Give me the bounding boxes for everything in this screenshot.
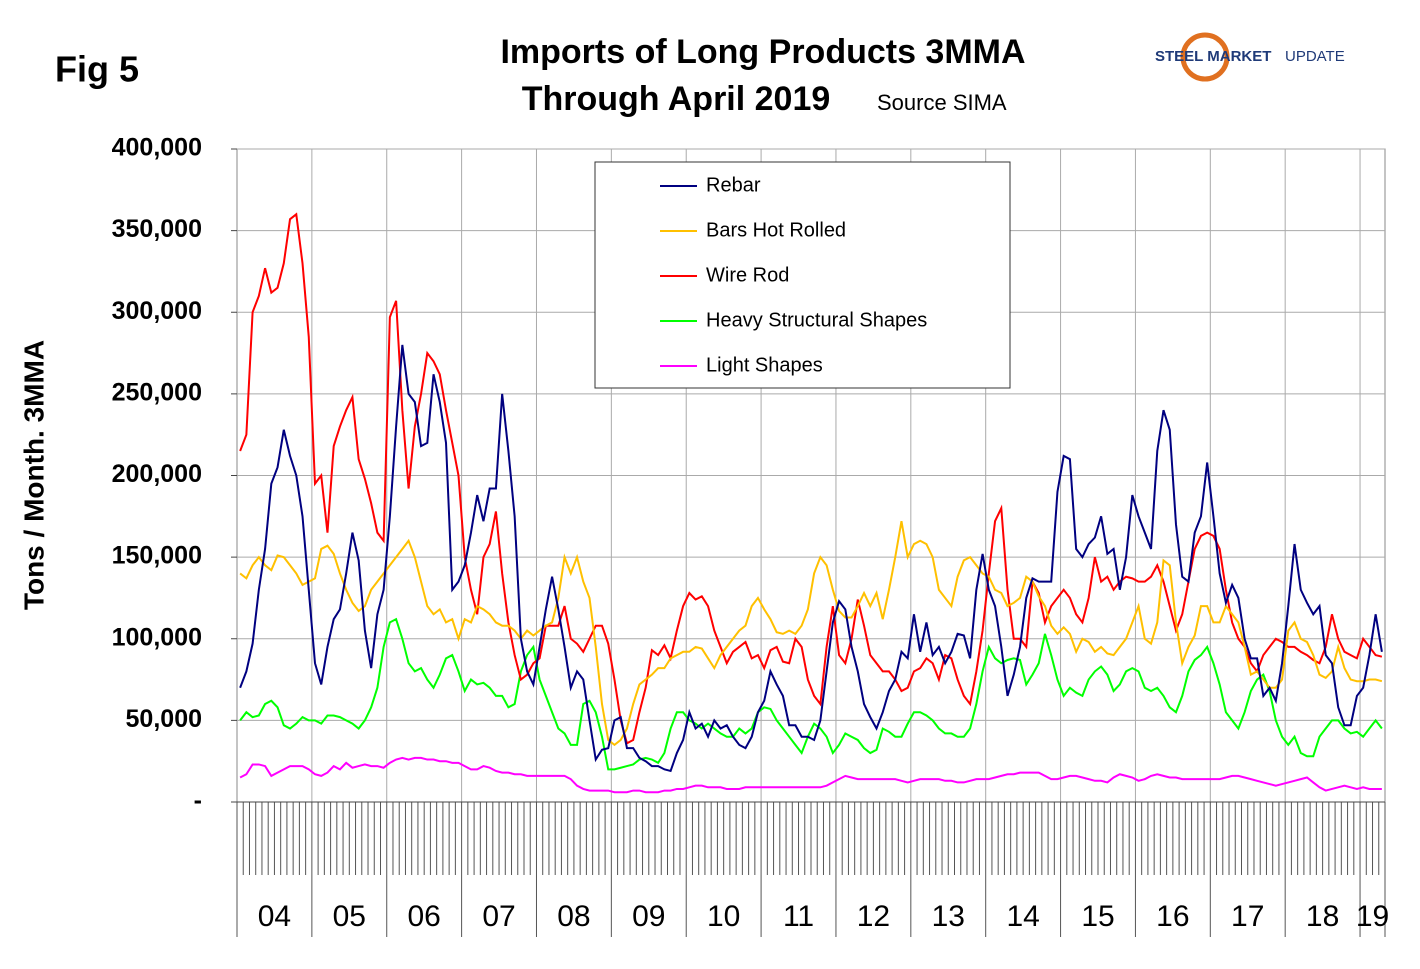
y-axis-title: Tons / Month. 3MMA xyxy=(18,340,49,610)
x-tick-label: 07 xyxy=(482,900,515,933)
legend-label: Rebar xyxy=(706,174,761,196)
y-tick-label: - xyxy=(194,787,202,815)
x-tick-label: 06 xyxy=(407,900,440,933)
x-tick-label: 04 xyxy=(258,900,291,933)
y-tick-label: 250,000 xyxy=(112,378,202,406)
chart-title: Through April 2019 xyxy=(522,80,831,118)
legend-label: Heavy Structural Shapes xyxy=(706,309,927,331)
y-tick-label: 400,000 xyxy=(112,134,202,162)
y-tick-label: 300,000 xyxy=(112,297,202,325)
logo-text: UPDATE xyxy=(1285,48,1345,65)
x-tick-label: 05 xyxy=(333,900,366,933)
y-tick-label: 100,000 xyxy=(112,623,202,651)
fig-label: Fig 5 xyxy=(55,49,139,90)
legend-label: Bars Hot Rolled xyxy=(706,219,846,241)
x-tick-label: 14 xyxy=(1006,900,1039,933)
legend-label: Light Shapes xyxy=(706,354,823,376)
x-tick-label: 10 xyxy=(707,900,740,933)
logo-ring xyxy=(1180,32,1230,82)
logo-bold: STEEL MARKET xyxy=(1155,48,1271,65)
chart-title: Imports of Long Products 3MMA xyxy=(500,33,1025,71)
x-tick-label: 19 xyxy=(1356,900,1389,933)
series-line xyxy=(239,617,1383,771)
y-tick-label: 200,000 xyxy=(112,460,202,488)
x-tick-label: 16 xyxy=(1156,900,1189,933)
series-line xyxy=(239,344,1383,773)
series-line xyxy=(239,521,1383,747)
y-tick-label: 350,000 xyxy=(112,215,202,243)
x-tick-label: 17 xyxy=(1231,900,1264,933)
x-tick-label: 12 xyxy=(857,900,890,933)
x-tick-label: 18 xyxy=(1306,900,1339,933)
series-line xyxy=(239,212,1383,745)
series-line xyxy=(239,756,1382,794)
x-tick-label: 15 xyxy=(1081,900,1114,933)
y-tick-label: 150,000 xyxy=(112,542,202,570)
x-tick-label: 13 xyxy=(932,900,965,933)
legend-label: Wire Rod xyxy=(706,264,789,286)
x-tick-label: 11 xyxy=(783,900,814,933)
x-tick-label: 08 xyxy=(557,900,590,933)
y-tick-label: 50,000 xyxy=(126,705,202,733)
chart-subtitle: Source SIMA xyxy=(877,90,1007,115)
x-tick-label: 09 xyxy=(632,900,665,933)
